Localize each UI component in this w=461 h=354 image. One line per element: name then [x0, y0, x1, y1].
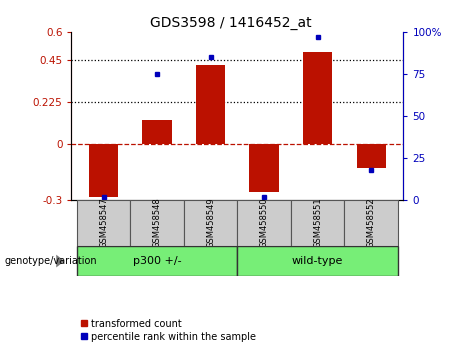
Bar	[130, 200, 184, 246]
Bar	[142, 120, 172, 144]
Bar	[344, 200, 398, 246]
Text: GSM458552: GSM458552	[367, 198, 376, 249]
Text: GSM458549: GSM458549	[206, 198, 215, 249]
Bar	[303, 52, 332, 144]
Bar	[184, 200, 237, 246]
Text: wild-type: wild-type	[292, 256, 343, 266]
Bar	[89, 144, 118, 197]
Bar	[196, 64, 225, 144]
Text: GSM458548: GSM458548	[153, 198, 162, 249]
Bar	[237, 200, 291, 246]
Text: p300 +/-: p300 +/-	[133, 256, 182, 266]
Text: GSM458547: GSM458547	[99, 198, 108, 249]
Text: GSM458550: GSM458550	[260, 198, 269, 249]
Text: GSM458551: GSM458551	[313, 198, 322, 249]
Bar	[356, 144, 386, 168]
Bar	[77, 246, 237, 276]
Text: GDS3598 / 1416452_at: GDS3598 / 1416452_at	[150, 16, 311, 30]
Legend: transformed count, percentile rank within the sample: transformed count, percentile rank withi…	[77, 315, 260, 346]
Bar	[237, 246, 398, 276]
Text: genotype/variation: genotype/variation	[5, 256, 97, 266]
Bar	[77, 200, 130, 246]
Bar	[291, 200, 344, 246]
Bar	[249, 144, 279, 192]
